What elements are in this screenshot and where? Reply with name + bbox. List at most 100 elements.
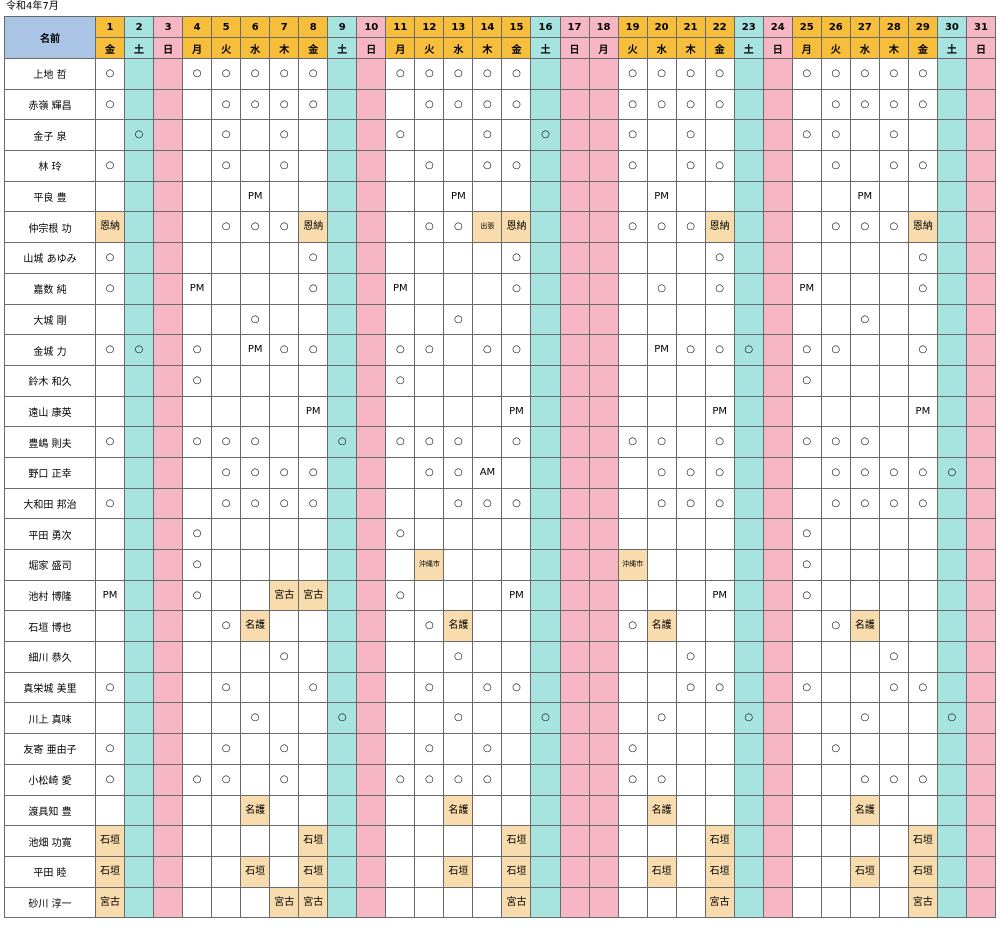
schedule-cell <box>501 180 532 213</box>
schedule-mark: ○ <box>831 344 841 356</box>
schedule-cell <box>936 180 967 213</box>
staff-name: 大城 剛 <box>4 303 96 336</box>
schedule-cell <box>704 763 735 796</box>
schedule-cell: ○ <box>501 58 532 90</box>
schedule-cell <box>733 395 764 428</box>
schedule-mark: ○ <box>483 160 492 172</box>
schedule-cell <box>733 58 764 90</box>
schedule-cell <box>559 119 590 152</box>
schedule-mark: ○ <box>105 282 115 294</box>
schedule-cell: PM <box>704 395 735 428</box>
schedule-cell <box>182 733 213 765</box>
schedule-cell <box>327 303 358 336</box>
schedule-cell: ○ <box>94 334 126 366</box>
schedule-cell <box>791 487 822 520</box>
schedule-cell <box>385 395 416 428</box>
schedule-mark: ○ <box>308 282 318 294</box>
schedule-cell <box>762 855 793 888</box>
schedule-cell <box>124 242 155 274</box>
schedule-cell <box>124 303 155 336</box>
schedule-cell <box>443 119 474 152</box>
schedule-cell <box>153 886 184 919</box>
schedule-cell <box>385 733 416 765</box>
schedule-mark: ○ <box>250 466 260 478</box>
schedule-cell: ○ <box>617 733 648 765</box>
schedule-cell <box>936 825 967 857</box>
schedule-cell <box>878 702 909 735</box>
schedule-mark: ○ <box>628 160 637 172</box>
schedule-cell: ○ <box>704 334 735 366</box>
schedule-cell <box>153 334 184 366</box>
schedule-mark: ○ <box>918 466 928 478</box>
schedule-cell <box>94 641 126 673</box>
schedule-cell: ○ <box>269 88 300 121</box>
schedule-cell: ○ <box>617 150 648 182</box>
schedule-cell: ○ <box>240 211 271 244</box>
schedule-cell: ○ <box>385 364 416 397</box>
schedule-mark: AM <box>479 466 496 478</box>
schedule-cell: PM <box>501 395 532 428</box>
schedule-cell: 石垣 <box>907 825 938 857</box>
schedule-cell <box>965 641 997 673</box>
schedule-cell: ○ <box>298 456 329 489</box>
schedule-cell <box>124 855 155 888</box>
schedule-cell: ○ <box>907 242 938 274</box>
schedule-cell <box>153 763 184 796</box>
schedule-mark: ○ <box>221 160 231 172</box>
schedule-mark: 名護 <box>448 804 469 816</box>
schedule-mark: ○ <box>802 344 812 356</box>
schedule-cell <box>327 794 358 827</box>
schedule-cell: 石垣 <box>501 855 532 888</box>
schedule-cell <box>124 825 155 857</box>
schedule-mark: 沖縄市 <box>622 560 644 568</box>
schedule-cell <box>530 395 561 428</box>
schedule-cell <box>820 641 851 673</box>
schedule-cell <box>472 272 503 305</box>
schedule-cell: PM <box>240 334 271 366</box>
schedule-cell <box>559 825 590 857</box>
schedule-mark: ○ <box>454 466 463 478</box>
schedule-mark: 宮古 <box>709 896 730 908</box>
schedule-cell: ○ <box>94 242 126 274</box>
schedule-mark: ○ <box>744 344 754 356</box>
schedule-mark: ○ <box>337 712 347 724</box>
schedule-cell: 石垣 <box>501 825 532 857</box>
schedule-cell: ○ <box>907 671 938 704</box>
schedule-cell <box>414 119 445 152</box>
schedule-cell: 宮古 <box>269 886 300 919</box>
schedule-mark: ○ <box>657 98 666 110</box>
schedule-cell <box>153 58 184 90</box>
schedule-cell: ○ <box>878 456 909 489</box>
schedule-mark: ○ <box>192 773 202 785</box>
schedule-cell: 宮古 <box>907 886 938 919</box>
schedule-cell <box>530 794 561 827</box>
schedule-mark: ○ <box>424 743 434 755</box>
schedule-cell: ○ <box>501 334 532 366</box>
schedule-mark: 宮古 <box>303 589 324 601</box>
schedule-cell: 宮古 <box>94 886 126 919</box>
schedule-cell: ○ <box>414 58 445 90</box>
schedule-cell <box>588 426 619 458</box>
schedule-cell <box>762 303 793 336</box>
schedule-cell: 恩納 <box>501 211 532 244</box>
name-column-header: 名前 <box>4 16 96 59</box>
schedule-cell <box>704 364 735 397</box>
day-number-header: 21 <box>675 16 706 38</box>
schedule-cell <box>530 150 561 182</box>
staff-name: 平田 勇次 <box>4 518 96 550</box>
schedule-cell: ○ <box>269 334 300 366</box>
schedule-cell <box>240 763 271 796</box>
schedule-cell <box>646 303 677 336</box>
schedule-cell <box>356 733 387 765</box>
schedule-cell: ○ <box>298 242 329 274</box>
schedule-cell: ○ <box>94 426 126 458</box>
day-number-header: 7 <box>269 16 300 38</box>
schedule-cell <box>820 364 851 397</box>
schedule-mark: ○ <box>483 129 492 141</box>
schedule-mark: ○ <box>250 313 260 325</box>
schedule-cell <box>733 518 764 550</box>
schedule-cell <box>472 549 503 581</box>
schedule-mark: ○ <box>512 497 521 509</box>
schedule-cell: ○ <box>298 58 329 90</box>
schedule-cell <box>530 303 561 336</box>
